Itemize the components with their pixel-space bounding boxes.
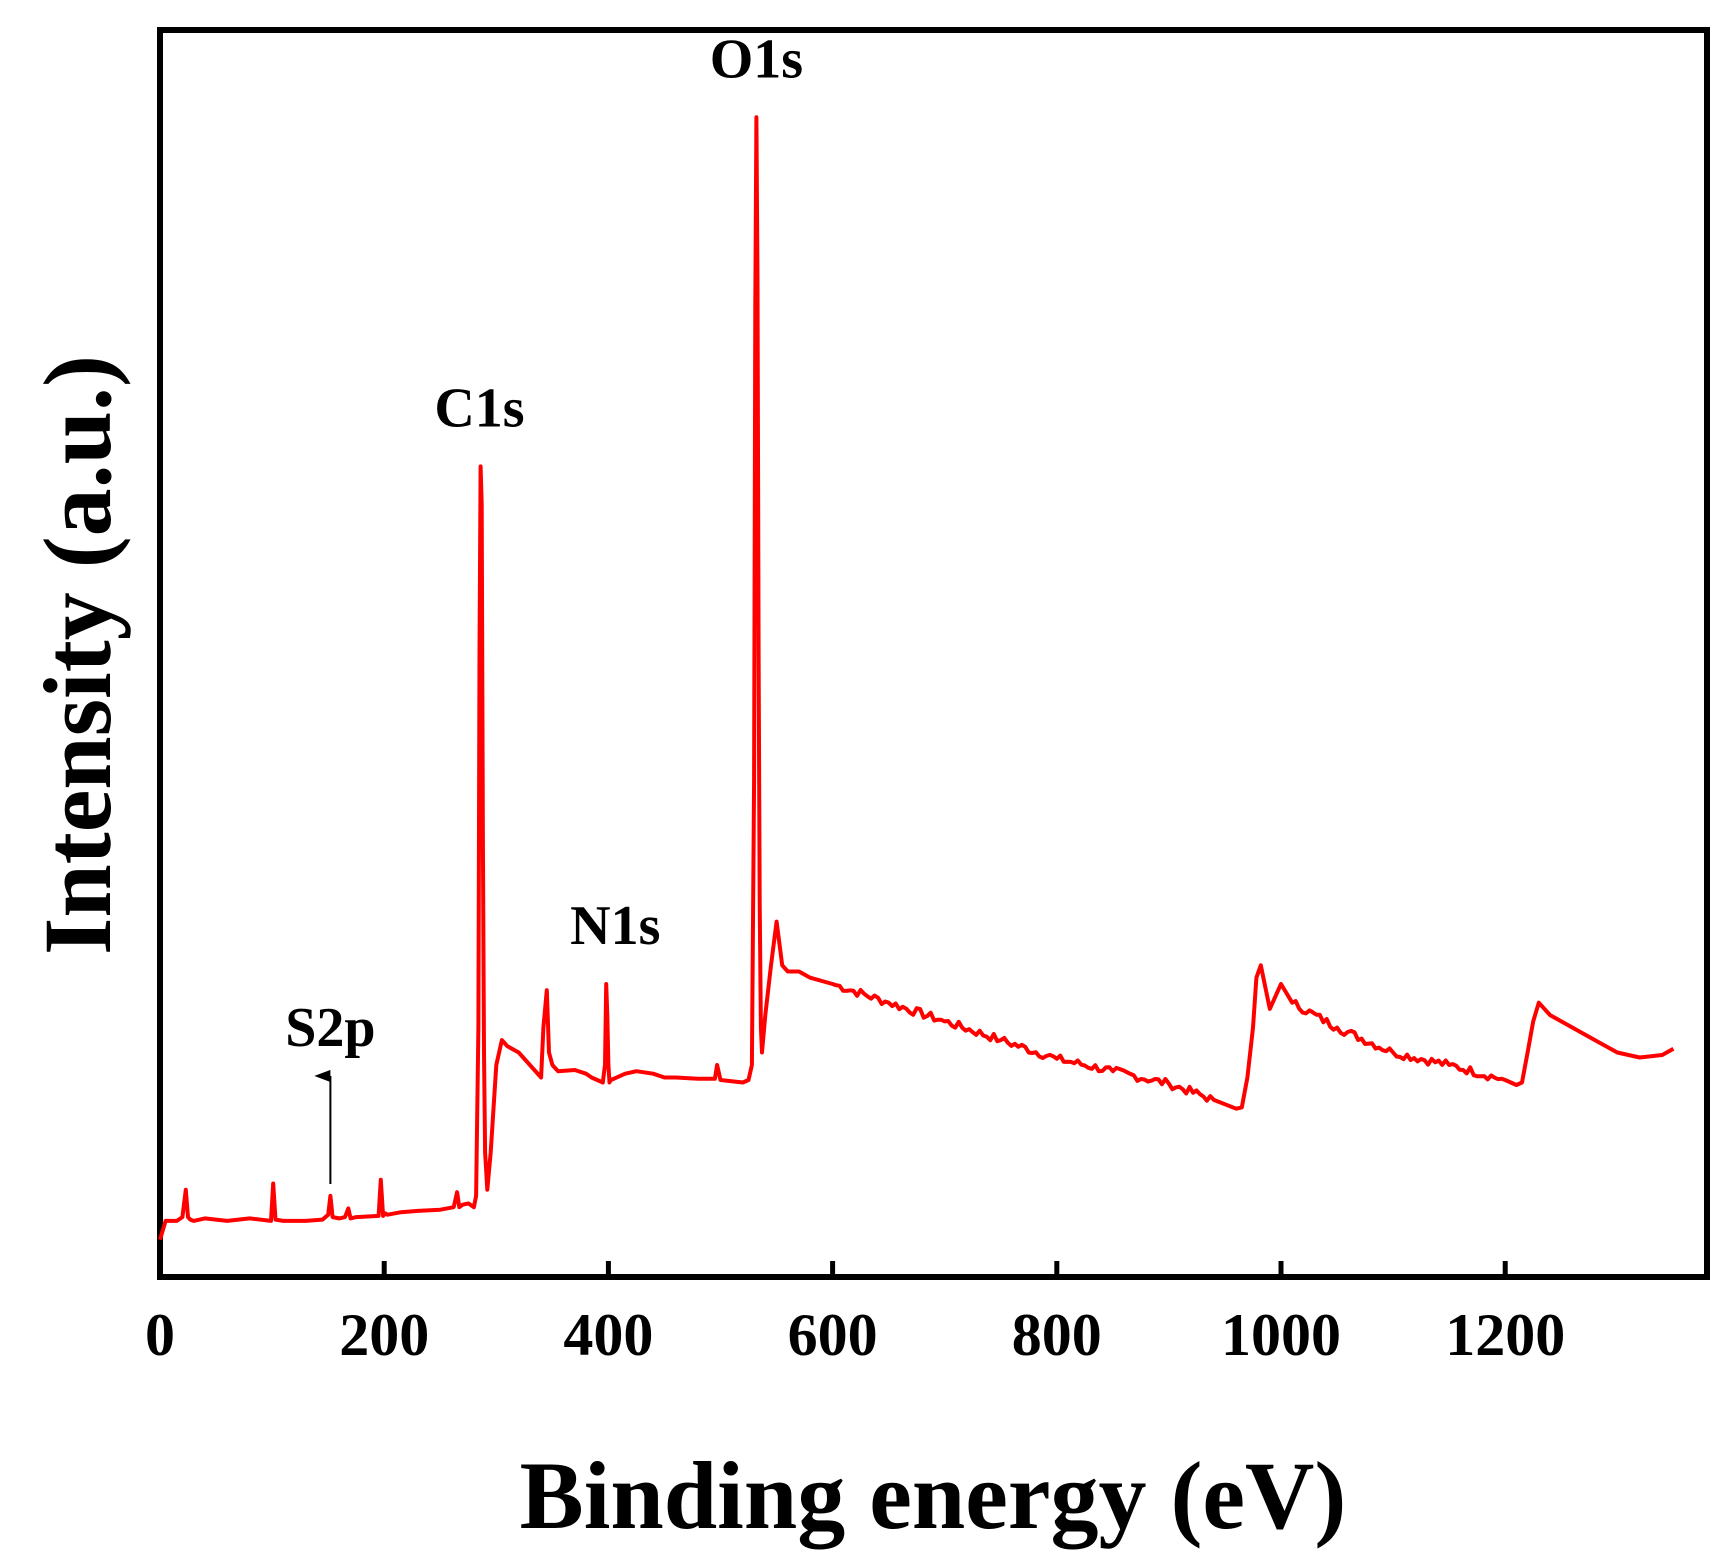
x-tick-label: 0 xyxy=(145,1302,175,1368)
x-tick-label: 800 xyxy=(1012,1302,1102,1368)
peak-label-o1s: O1s xyxy=(710,28,803,90)
x-tick-label: 1000 xyxy=(1221,1302,1341,1368)
peak-annotations: S2p C1s N1s O1s xyxy=(285,28,803,1184)
spectrum-line xyxy=(158,115,1675,1241)
x-tick-label: 600 xyxy=(788,1302,878,1368)
x-tick-label: 1200 xyxy=(1445,1302,1565,1368)
x-tick-label: 400 xyxy=(563,1302,653,1368)
x-axis-tick-labels: 0 200 400 600 800 1000 1200 xyxy=(145,1302,1565,1368)
peak-label-c1s: C1s xyxy=(434,377,524,439)
x-axis-title: Binding energy (eV) xyxy=(520,1442,1347,1549)
peak-label-s2p: S2p xyxy=(285,997,375,1059)
x-tick-label: 200 xyxy=(339,1302,429,1368)
x-axis-ticks xyxy=(157,1261,1508,1277)
y-axis-title: Intensity (a.u.) xyxy=(24,355,131,955)
plot-frame xyxy=(157,27,1710,1280)
peak-label-n1s: N1s xyxy=(570,895,660,957)
